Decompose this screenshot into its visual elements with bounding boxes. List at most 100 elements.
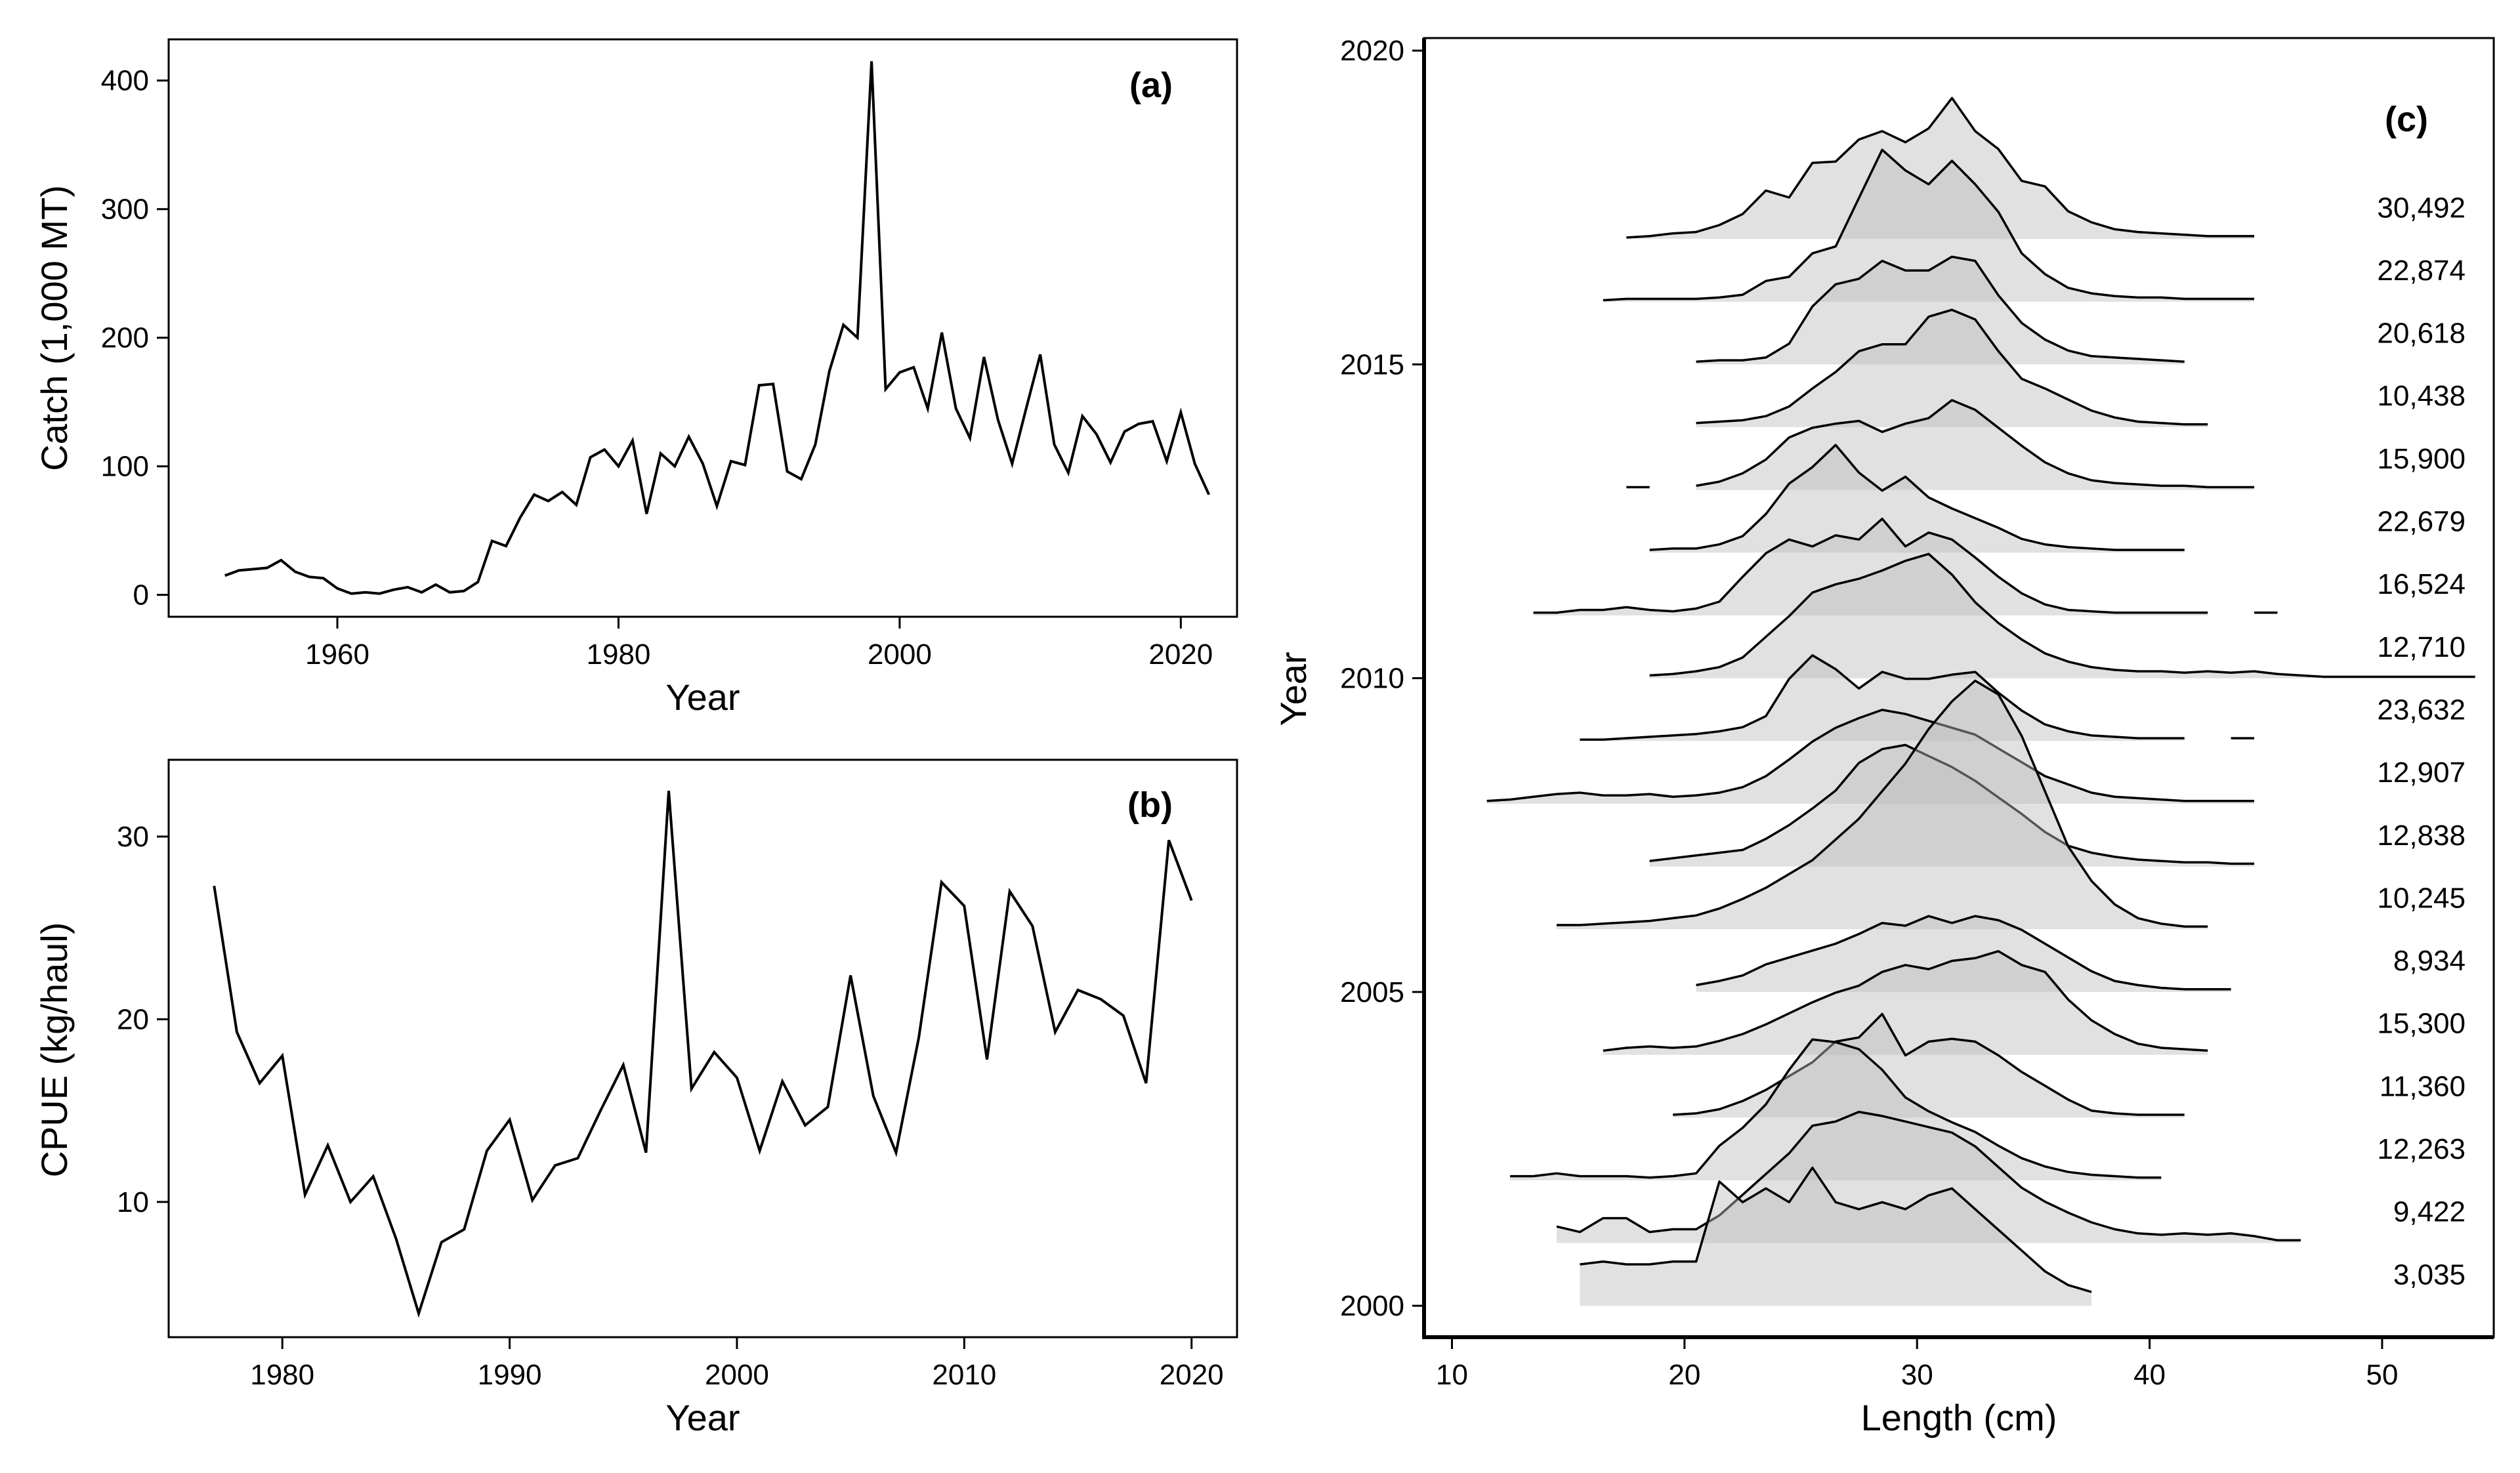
panel-a-x-axis-title: Year bbox=[665, 676, 740, 718]
ridge-area-2007 bbox=[1649, 745, 2254, 867]
ridge-line-2006 bbox=[1557, 679, 2208, 928]
panel-c-y-tick-label: 2010 bbox=[1340, 663, 1404, 695]
ridge-line-2017 bbox=[1626, 96, 2254, 239]
panel-c-y-ticks: 2000 2005 2010 2015 2020 bbox=[1340, 35, 1424, 1322]
panel-b-cpue-line bbox=[213, 791, 1193, 1318]
ridge-area-2001 bbox=[1557, 1111, 2301, 1243]
panel-c-y-tick-label: 2015 bbox=[1340, 348, 1404, 381]
panel-b-y-tick-label: 30 bbox=[117, 821, 149, 853]
ridge-line-2007 bbox=[1649, 743, 2254, 865]
ridge-line-2001 bbox=[1556, 1110, 2301, 1242]
ridge-line-2012 bbox=[1649, 444, 2185, 551]
ridge-area-2016 bbox=[1603, 150, 2254, 302]
sample-size-label-2010: 12,710 bbox=[2377, 631, 2466, 663]
sample-size-label-2007: 12,838 bbox=[2377, 819, 2466, 852]
panel-b-label: (b) bbox=[1127, 785, 1173, 825]
panel-c: 30,492 22,874 20,618 10,438 15,900 22,679 16,5… bbox=[1272, 35, 2495, 1438]
ridge-line-2009 bbox=[1580, 654, 2185, 741]
sample-size-label-2017: 30,492 bbox=[2377, 192, 2466, 224]
panel-c-label: (c) bbox=[2385, 100, 2428, 139]
panel-c-y-tick-label: 2000 bbox=[1340, 1290, 1404, 1322]
sample-size-label-2015: 20,618 bbox=[2377, 318, 2466, 350]
panel-c-y-tick-label: 2020 bbox=[1340, 35, 1404, 67]
sample-size-label-2009: 23,632 bbox=[2377, 694, 2466, 726]
panel-c-x-tick-label: 20 bbox=[1668, 1359, 1700, 1391]
ridge-area-2015 bbox=[1696, 257, 2185, 365]
sample-size-label-2012: 22,679 bbox=[2377, 506, 2466, 538]
sample-size-label-2006: 10,245 bbox=[2377, 882, 2466, 914]
panel-c-y-tick-label: 2005 bbox=[1340, 976, 1404, 1008]
panel-c-x-tick-label: 30 bbox=[1901, 1359, 1933, 1391]
ridge-line-2010 bbox=[1649, 552, 2475, 678]
ridge-area-2005 bbox=[1696, 916, 2231, 992]
panel-a-y-ticks: 0 100 200 300 400 bbox=[101, 65, 169, 612]
panel-b-x-tick-label: 2010 bbox=[932, 1359, 996, 1391]
ridge-area-2003 bbox=[1673, 1014, 2185, 1118]
ridge-line-2014 bbox=[1696, 308, 2208, 426]
ridge-line-2008 bbox=[1486, 709, 2254, 802]
ridge-line-2013 bbox=[1696, 399, 2254, 489]
panel-b-y-ticks: 10 20 30 bbox=[117, 821, 169, 1218]
ridge-line-2003 bbox=[1673, 1012, 2185, 1116]
sample-size-label-2002: 12,263 bbox=[2377, 1133, 2466, 1165]
sample-size-label-2000: 3,035 bbox=[2393, 1258, 2466, 1291]
panel-a-y-tick-label: 300 bbox=[101, 194, 149, 226]
sample-size-label-2016: 22,874 bbox=[2377, 255, 2466, 287]
sample-size-label-2004: 15,300 bbox=[2377, 1008, 2466, 1040]
sample-size-label-2014: 10,438 bbox=[2377, 380, 2466, 412]
sample-size-label-2003: 11,360 bbox=[2380, 1070, 2466, 1102]
panel-a-frame bbox=[167, 38, 1238, 618]
ridge-area-2017 bbox=[1626, 98, 2254, 239]
panel-c-x-tick-label: 40 bbox=[2133, 1359, 2166, 1391]
panel-a-x-tick-label: 1980 bbox=[587, 638, 651, 671]
sample-size-label-2001: 9,422 bbox=[2393, 1196, 2466, 1228]
ridge-line-2005 bbox=[1696, 915, 2231, 991]
panel-c-x-axis-title: Length (cm) bbox=[1861, 1397, 2057, 1438]
panel-c-y-axis-title: Year bbox=[1272, 652, 1314, 726]
panel-c-x-tick-label: 50 bbox=[2366, 1359, 2398, 1391]
panel-b-y-axis-title: CPUE (kg/haul) bbox=[33, 922, 75, 1177]
panel-a-label: (a) bbox=[1129, 66, 1173, 105]
ridge-area-2011 bbox=[1533, 518, 2208, 615]
panel-b-y-tick-label: 20 bbox=[117, 1003, 149, 1035]
panel-a-x-ticks: 1960 1980 2000 2020 bbox=[305, 617, 1213, 671]
ridge-area-2002 bbox=[1510, 1039, 2162, 1180]
ridge-area-2013 bbox=[1696, 400, 2254, 490]
sample-size-label-2013: 15,900 bbox=[2377, 443, 2466, 475]
panel-a-y-tick-label: 0 bbox=[133, 579, 149, 612]
ridge-area-2009 bbox=[1580, 655, 2185, 741]
ridge-line-2000 bbox=[1580, 1166, 2092, 1293]
ridge-area-2006 bbox=[1557, 680, 2208, 930]
ridge-area-2012 bbox=[1649, 445, 2185, 553]
ridge-area-2010 bbox=[1649, 554, 2475, 678]
panel-b-y-tick-label: 10 bbox=[117, 1186, 149, 1218]
panel-b-frame bbox=[167, 758, 1238, 1338]
ridge-line-2015 bbox=[1696, 255, 2185, 363]
panel-b-x-tick-label: 2000 bbox=[705, 1359, 769, 1391]
ridge-area-2000 bbox=[1580, 1167, 2091, 1306]
ridge-line-2016 bbox=[1603, 148, 2254, 302]
panel-c-ridges bbox=[1486, 96, 2475, 1306]
panel-c-count-labels: 30,492 22,874 20,618 10,438 15,900 22,679 16,5… bbox=[2377, 192, 2466, 1291]
sample-size-label-2011: 16,524 bbox=[2377, 568, 2466, 600]
ridge-line-2002 bbox=[1510, 1038, 2162, 1179]
panel-c-x-ticks: 10 20 30 40 50 bbox=[1436, 1337, 2398, 1391]
ridge-line-2004 bbox=[1603, 949, 2208, 1052]
sample-size-label-2008: 12,907 bbox=[2377, 757, 2466, 789]
panel-a-y-tick-label: 400 bbox=[101, 65, 149, 97]
sample-size-label-2005: 8,934 bbox=[2393, 945, 2466, 977]
panel-a-y-tick-label: 100 bbox=[101, 451, 149, 483]
panel-b-x-tick-label: 2020 bbox=[1160, 1359, 1224, 1391]
panel-b: 1980 1990 2000 2010 2020 10 20 30 Year CPUE (k… bbox=[33, 758, 1238, 1438]
panel-a-x-tick-label: 2020 bbox=[1148, 638, 1213, 671]
ridge-area-2004 bbox=[1603, 951, 2208, 1055]
panel-b-x-ticks: 1980 1990 2000 2010 2020 bbox=[250, 1337, 1224, 1391]
panel-a-catch-line bbox=[224, 61, 1211, 595]
ridge-line-2011 bbox=[1533, 517, 2208, 614]
panel-c-x-tick-label: 10 bbox=[1436, 1359, 1468, 1391]
panel-a-y-axis-title: Catch (1,000 MT) bbox=[33, 185, 75, 471]
ridge-area-2014 bbox=[1696, 310, 2208, 427]
panel-b-x-tick-label: 1990 bbox=[478, 1359, 542, 1391]
